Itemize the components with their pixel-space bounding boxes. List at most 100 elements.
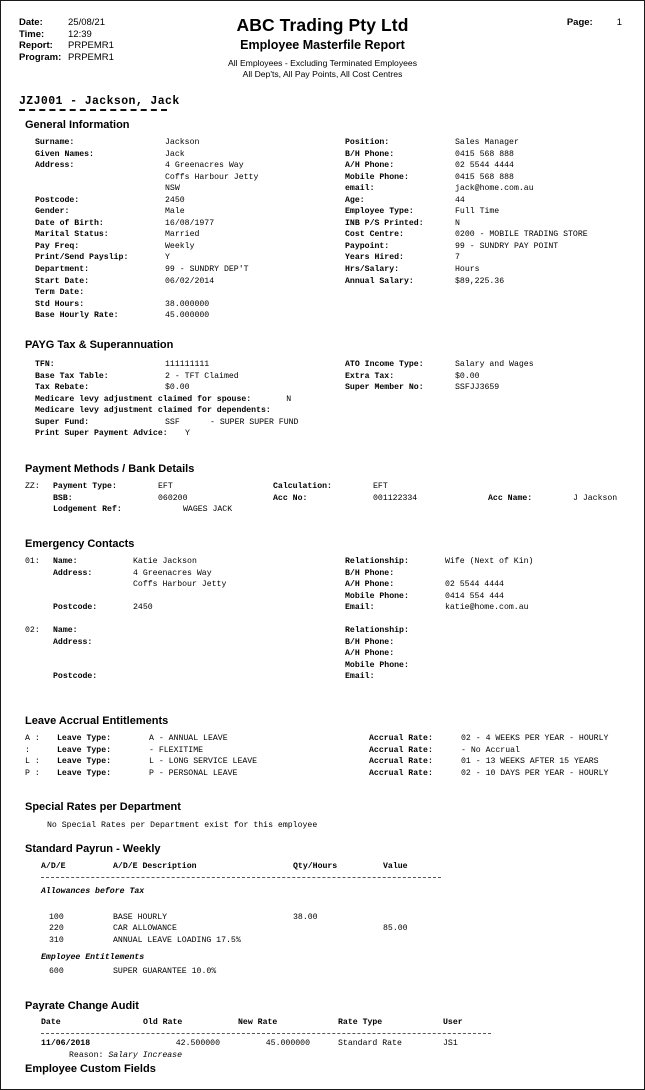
payment-method-seq xyxy=(25,504,53,516)
emergency-contact-label xyxy=(53,591,133,603)
payg-row: Super Fund: SSF - SUPER SUPER FUND xyxy=(35,417,298,429)
payg-label: Tax Rebate: xyxy=(35,383,90,393)
payrate-audit-header-row: Date Old Rate New Rate Rate Type User xyxy=(41,1017,503,1029)
audit-date: 11/06/2018 xyxy=(41,1039,91,1048)
general-info-label: B/H Phone: xyxy=(345,149,395,159)
payrun-value xyxy=(383,966,443,978)
general-info-value: 02 5544 4444 xyxy=(455,161,514,171)
payrate-audit-row: 11/06/2018 42.500000 45.000000 Standard Rat… xyxy=(41,1038,503,1050)
leave-accrual-code: : xyxy=(25,745,30,755)
general-info-value: 99 - SUNDRY DEP'T xyxy=(165,265,249,275)
emergency-contact-row: Address: B/H Phone: xyxy=(25,637,445,649)
emergency-contact-2: 02: Name: Relationship: Address: B/H Phone: A… xyxy=(25,625,445,683)
general-info-value: Hours xyxy=(455,265,480,275)
emergency-contact-row: Postcode: Email: xyxy=(25,671,445,683)
general-info-value: Full Time xyxy=(455,207,500,217)
general-info-value: 0415 568 888 xyxy=(455,149,514,159)
standard-payrun-row: 600 SUPER GUARANTEE 10.0% xyxy=(41,966,443,978)
general-info-label: Paypoint: xyxy=(345,241,390,251)
payg-value: $0.00 xyxy=(165,383,190,393)
report-value: PRPEMR1 xyxy=(68,40,114,52)
accrual-rate-label: Accrual Rate: xyxy=(369,768,433,778)
emergency-contact-value xyxy=(133,660,345,672)
general-info-value: 45.000000 xyxy=(165,311,210,321)
standard-payrun-row: 310 ANNUAL LEAVE LOADING 17.5% xyxy=(41,935,443,947)
leave-accrual-code: A : xyxy=(25,734,40,743)
general-info-value: $89,225.36 xyxy=(455,276,505,286)
payrun-description: BASE HOURLY xyxy=(113,912,168,922)
section-title-emergency-contacts: Emergency Contacts xyxy=(25,538,135,550)
general-info-label: Marital Status: xyxy=(35,230,109,240)
general-info-row: Position: Sales Manager xyxy=(345,137,588,149)
medicare-spouse-value: N xyxy=(286,394,292,404)
emergency-contact-value: 0414 554 444 xyxy=(445,591,504,601)
accrual-rate-value: - No Accrual xyxy=(461,745,520,755)
standard-payrun-column-header: Qty/Hours xyxy=(293,862,338,871)
emergency-contact-row: Mobile Phone: 0414 554 444 xyxy=(25,591,533,603)
payrate-audit-reason-row: Reason: Salary Increase xyxy=(41,1050,503,1062)
audit-new-rate: 45.000000 xyxy=(265,1039,310,1048)
section-title-special-rates: Special Rates per Department xyxy=(25,801,181,813)
report-meta-row: Report: PRPEMR1 xyxy=(19,40,114,52)
emergency-contact-seq xyxy=(25,579,53,591)
employee-heading: JZJ001 - Jackson, Jack xyxy=(19,95,180,108)
audit-rate-type: Standard Rate xyxy=(338,1039,402,1048)
payrun-description: CAR ALLOWANCE xyxy=(113,924,177,934)
emergency-contact-seq xyxy=(25,602,53,614)
payrun-qty xyxy=(293,923,383,935)
emergency-contact-label: Name: xyxy=(53,557,78,566)
section-title-payrate-audit: Payrate Change Audit xyxy=(25,1000,139,1012)
payment-method-label: Acc Name: xyxy=(488,493,533,503)
emergency-contact-label xyxy=(53,648,133,660)
payg-row: Extra Tax: $0.00 xyxy=(345,371,534,383)
payrate-audit-separator xyxy=(41,1033,491,1034)
report-meta-row: Date: 25/08/21 xyxy=(19,17,114,29)
section-title-payment-methods: Payment Methods / Bank Details xyxy=(25,463,195,475)
super-fund-name: - SUPER SUPER FUND xyxy=(210,417,299,427)
emergency-contact-row: 01: Name: Katie Jackson Relationship: Wife (… xyxy=(25,556,533,568)
emergency-contact-seq xyxy=(25,637,53,649)
accrual-rate-value: 02 - 4 WEEKS PER YEAR - HOURLY xyxy=(461,734,609,743)
print-super-advice-label: Print Super Payment Advice: xyxy=(35,429,168,439)
emergency-contact-label xyxy=(53,579,133,591)
report-filter-line-2: All Dep'ts, All Pay Points, All Cost Cen… xyxy=(242,69,403,79)
page-number: 1 xyxy=(616,17,622,28)
emergency-contact-label: A/H Phone: xyxy=(345,580,395,590)
emergency-contact-seq xyxy=(25,568,53,580)
general-info-row: Paypoint: 99 - SUNDRY PAY POINT xyxy=(345,241,588,253)
general-info-label: Print/Send Payslip: xyxy=(35,253,129,263)
payg-value: $0.00 xyxy=(455,371,480,381)
payrun-code: 310 xyxy=(49,935,64,945)
emergency-contact-label: Postcode: xyxy=(53,672,98,682)
emergency-contact-label: A/H Phone: xyxy=(345,649,395,659)
emergency-contact-value xyxy=(133,671,345,683)
general-info-value: jack@home.com.au xyxy=(455,184,534,194)
standard-payrun-group-title: Allowances before Tax xyxy=(41,887,145,896)
leave-accrual-row: L : Leave Type: L - LONG SERVICE LEAVE Accr… xyxy=(25,756,608,768)
payment-method-label: Calculation: xyxy=(273,482,332,491)
general-info-label: Department: xyxy=(35,265,90,275)
general-info-value: 4 Greenacres Way xyxy=(165,161,244,171)
standard-payrun-row: 100 BASE HOURLY 38.00 xyxy=(41,912,443,924)
general-info-row: Postcode: 2450 xyxy=(35,195,258,207)
audit-old-rate: 42.500000 xyxy=(175,1039,220,1048)
standard-payrun-column-header: Value xyxy=(383,862,408,871)
employee-heading-rule xyxy=(19,109,167,111)
audit-reason-value: Salary Increase xyxy=(108,1050,183,1060)
leave-type-label: Leave Type: xyxy=(57,745,112,755)
emergency-contact-label: Address: xyxy=(53,637,93,647)
general-info-row: Base Hourly Rate: 45.000000 xyxy=(35,310,258,322)
standard-payrun-header-row: A/D/E A/D/E Description Qty/Hours Value xyxy=(41,861,443,873)
general-info-label: Cost Centre: xyxy=(345,230,404,240)
emergency-contact-label: Address: xyxy=(53,568,93,578)
general-info-label: Surname: xyxy=(35,138,75,147)
emergency-contact-label: Postcode: xyxy=(53,603,98,613)
general-info-row: Age: 44 xyxy=(345,195,588,207)
payment-method-value: 001122334 xyxy=(373,493,418,503)
section-title-custom-fields: Employee Custom Fields xyxy=(25,1063,156,1075)
leave-type-value: - FLEXITIME xyxy=(149,745,204,755)
payment-method-row: Lodgement Ref: WAGES JACK xyxy=(25,504,617,516)
emergency-contact-label: Mobile Phone: xyxy=(345,591,409,601)
report-meta: Date: 25/08/21 Time: 12:39 Report: PRPEM… xyxy=(19,17,114,63)
general-info-row: Department: 99 - SUNDRY DEP'T xyxy=(35,264,258,276)
